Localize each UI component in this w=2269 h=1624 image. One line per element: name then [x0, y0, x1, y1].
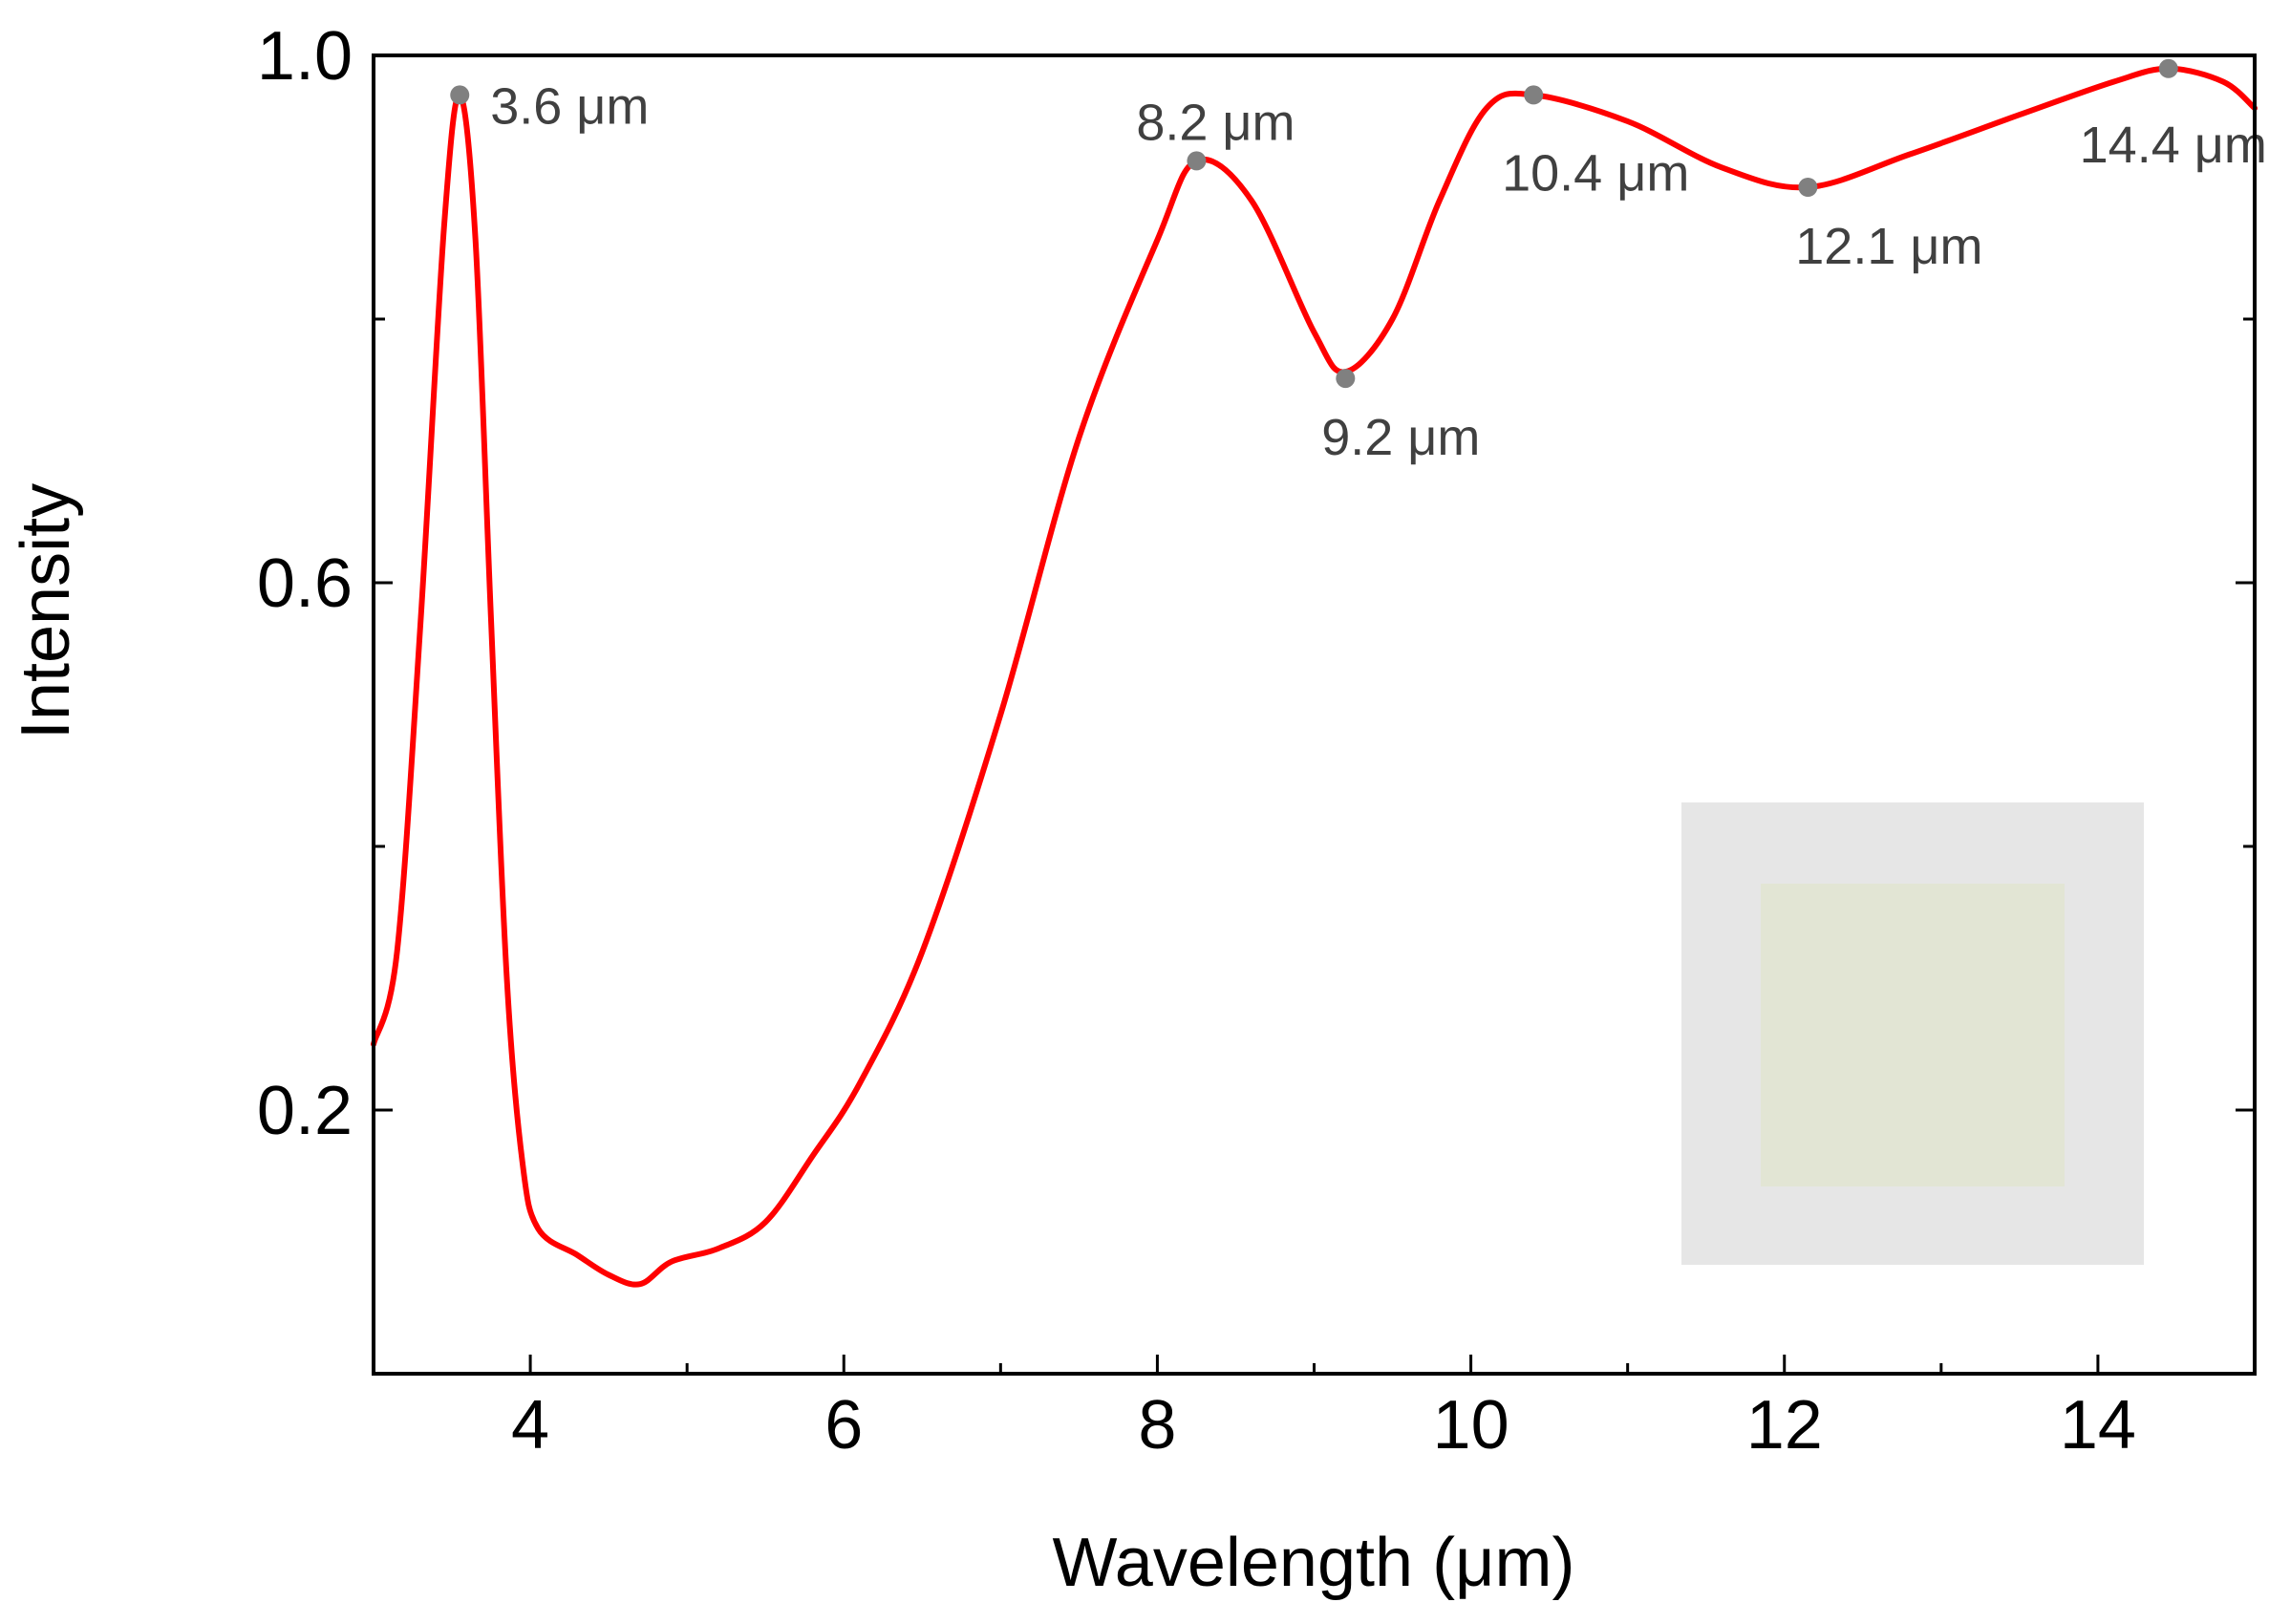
y-tick-label: 0.6 [257, 545, 353, 622]
x-tick-label: 14 [2060, 1387, 2136, 1464]
peak-label: 14.4 μm [2080, 117, 2267, 174]
x-axis-ticks: 4 6 8 10 12 14 [511, 1355, 2136, 1464]
y-tick-label: 1.0 [257, 18, 353, 95]
peak-label: 8.2 μm [1136, 94, 1295, 151]
x-tick-label: 8 [1138, 1387, 1176, 1464]
sample-inset-image [1681, 802, 2144, 1265]
peak-label: 10.4 μm [1502, 144, 1689, 202]
peak-marker [2158, 58, 2178, 78]
peak-label: 12.1 μm [1795, 218, 1982, 275]
inset-film [1761, 884, 2065, 1186]
peak-marker [1187, 151, 1207, 171]
peak-marker [1798, 178, 1818, 197]
x-tick-label: 4 [511, 1387, 549, 1464]
y-axis-label: Intensity [8, 483, 84, 739]
y-tick-label: 0.2 [257, 1073, 353, 1149]
peak-marker [1336, 369, 1356, 389]
x-tick-label: 6 [824, 1387, 863, 1464]
x-tick-label: 10 [1433, 1387, 1509, 1464]
y-axis-ticks: 0.2 0.6 1.0 [257, 18, 2255, 1149]
peak-label: 3.6 μm [490, 77, 649, 135]
spectrum-line [371, 65, 2258, 1288]
peak-annotations: 3.6 μm 8.2 μm 9.2 μm 10.4 μm 12.1 μm 14.4 μm [490, 77, 2267, 466]
x-axis-label: Wavelength (μm) [1053, 1525, 1575, 1601]
peak-marker [450, 85, 470, 105]
peak-label: 9.2 μm [1321, 409, 1480, 466]
x-tick-label: 12 [1746, 1387, 1823, 1464]
peak-markers [450, 58, 2178, 389]
peak-marker [1524, 85, 1544, 105]
